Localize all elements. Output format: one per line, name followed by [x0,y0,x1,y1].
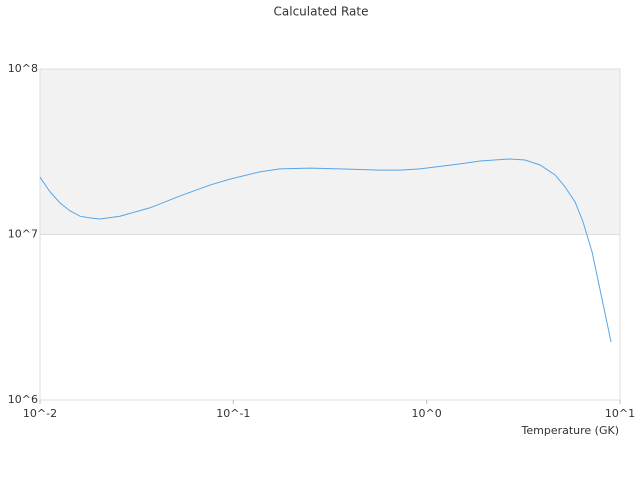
data-line [39,158,612,343]
x-tick-label: 10^0 [412,407,442,420]
x-tick-label: 10^1 [605,407,635,420]
y-tick-label: 10^6 [8,393,38,406]
x-tick-label: 10^-1 [216,407,250,420]
x-axis-label: Temperature (GK) [521,424,620,437]
y-tick-label: 10^7 [8,228,38,241]
chart-title: Calculated Rate [274,5,369,19]
x-tick-label: 10^-2 [23,407,57,420]
plot-band [40,69,620,235]
y-tick-label: 10^8 [8,62,38,75]
